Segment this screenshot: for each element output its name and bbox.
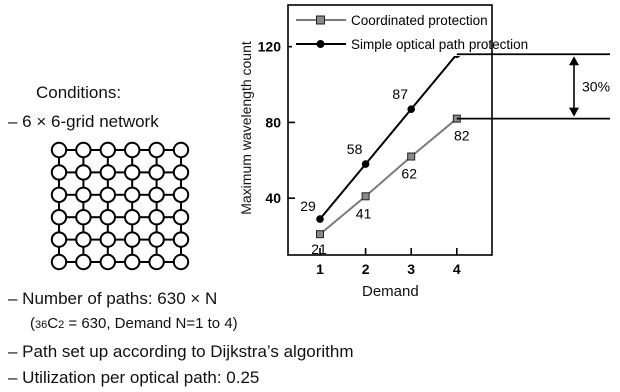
grid-node bbox=[124, 186, 141, 204]
data-label: 29 bbox=[300, 198, 316, 214]
x-tick-label: 4 bbox=[453, 261, 461, 277]
combination-c: C bbox=[47, 315, 59, 332]
grid-node bbox=[75, 209, 92, 226]
grid-node bbox=[50, 209, 68, 226]
grid-node bbox=[75, 186, 92, 204]
data-label: 87 bbox=[392, 86, 408, 102]
combination-k: 2 bbox=[58, 319, 65, 331]
grid-node bbox=[148, 186, 165, 204]
grid-node bbox=[124, 209, 141, 226]
x-tick-label: 2 bbox=[362, 261, 370, 277]
data-point bbox=[316, 230, 324, 239]
grid-node bbox=[148, 253, 165, 271]
grid-node bbox=[75, 231, 92, 248]
grid-node bbox=[99, 209, 117, 226]
grid-network-condition: – 6 × 6-grid network bbox=[8, 112, 159, 131]
grid-node bbox=[172, 186, 190, 204]
grid-node bbox=[50, 164, 68, 181]
y-axis-title: Maximum wavelength count bbox=[238, 41, 254, 215]
legend-marker bbox=[316, 15, 325, 25]
grid-node bbox=[172, 141, 190, 159]
grid-node bbox=[172, 231, 190, 248]
y-tick-label: 40 bbox=[265, 190, 281, 206]
legend-label: Coordinated protection bbox=[351, 13, 488, 28]
data-point bbox=[361, 192, 370, 201]
combination-n: 36 bbox=[35, 319, 48, 331]
data-point bbox=[316, 215, 324, 223]
grid-node bbox=[124, 164, 141, 181]
data-label: 41 bbox=[356, 205, 372, 221]
grid-node bbox=[148, 209, 165, 226]
annotation-label: 30% bbox=[582, 78, 610, 94]
annotation-arrowhead bbox=[569, 56, 579, 66]
data-label: 21 bbox=[311, 241, 327, 257]
annotation-arrowhead bbox=[569, 107, 579, 117]
grid-node bbox=[172, 209, 190, 226]
grid-node bbox=[99, 186, 117, 204]
grid-node bbox=[75, 164, 92, 181]
grid-node bbox=[75, 141, 92, 159]
combination-open: ( bbox=[30, 315, 35, 332]
x-tick-label: 1 bbox=[316, 261, 324, 277]
series-line bbox=[319, 53, 458, 220]
grid-node bbox=[99, 231, 117, 248]
x-tick-label: 3 bbox=[407, 261, 415, 277]
grid-node bbox=[50, 186, 68, 204]
grid-node bbox=[172, 253, 190, 271]
combination-rest: = 630, Demand N=1 to 4) bbox=[64, 315, 238, 332]
grid-node bbox=[50, 141, 68, 159]
series-line bbox=[319, 117, 458, 235]
paths-note: – Number of paths: 630 × N bbox=[8, 289, 218, 308]
x-axis-title: Demand bbox=[362, 283, 419, 300]
data-point bbox=[407, 105, 416, 113]
y-tick-label: 80 bbox=[265, 114, 281, 130]
utilization-note: – Utilization per optical path: 0.25 bbox=[8, 368, 260, 387]
grid-node bbox=[50, 253, 68, 271]
grid-node bbox=[124, 231, 141, 248]
data-label: 62 bbox=[401, 166, 417, 182]
data-point bbox=[407, 152, 416, 161]
grid-node bbox=[99, 164, 117, 181]
grid-node bbox=[148, 141, 165, 159]
grid-node bbox=[172, 164, 190, 181]
data-label: 58 bbox=[347, 141, 363, 157]
grid-node bbox=[75, 253, 92, 271]
y-tick-label: 120 bbox=[258, 39, 282, 55]
grid-node bbox=[124, 253, 141, 271]
legend-marker bbox=[316, 40, 325, 48]
dijkstra-note: – Path set up according to Dijkstra’s al… bbox=[8, 342, 354, 361]
grid-node bbox=[148, 164, 165, 181]
combination-note: (36C2 = 630, Demand N=1 to 4) bbox=[30, 314, 238, 335]
data-point bbox=[361, 160, 370, 168]
grid-node bbox=[50, 231, 68, 248]
data-label: 82 bbox=[454, 128, 470, 144]
grid-node bbox=[124, 141, 141, 159]
grid-node bbox=[99, 141, 117, 159]
legend-label: Simple optical path protection bbox=[351, 37, 528, 52]
grid-node bbox=[148, 231, 165, 248]
grid-node bbox=[99, 253, 117, 271]
conditions-heading: Conditions: bbox=[36, 83, 122, 102]
